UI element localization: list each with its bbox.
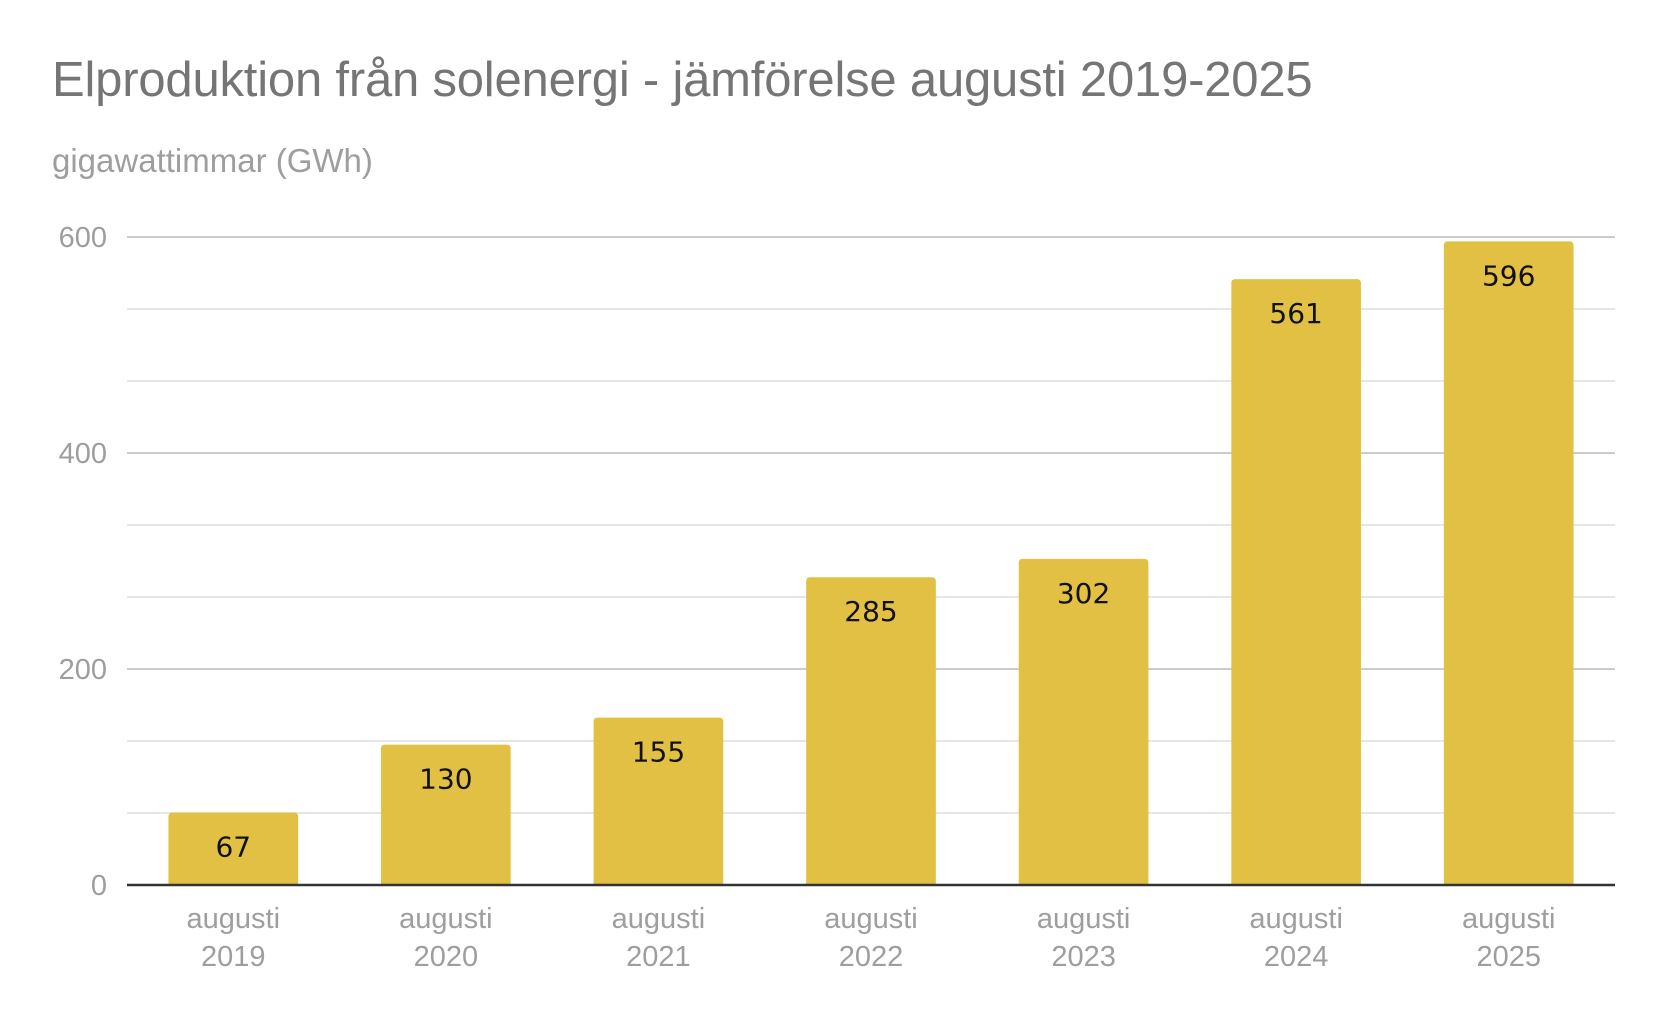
- data-label: 130: [419, 763, 472, 796]
- x-tick-label: augusti: [612, 903, 706, 935]
- x-tick-label: augusti: [1462, 903, 1556, 935]
- x-tick-label: 2022: [839, 941, 904, 973]
- x-tick-label: 2020: [414, 941, 479, 973]
- data-label: 285: [844, 595, 897, 628]
- y-tick-label: 400: [59, 438, 107, 470]
- x-tick-label: augusti: [399, 903, 493, 935]
- chart-subtitle: gigawattimmar (GWh): [52, 142, 373, 179]
- x-tick-label: 2019: [201, 941, 266, 973]
- x-tick-label: augusti: [1037, 903, 1131, 935]
- data-label: 302: [1057, 577, 1110, 610]
- x-tick-label: 2023: [1051, 941, 1116, 973]
- bar: [168, 812, 299, 885]
- x-tick-label: 2025: [1476, 941, 1541, 973]
- y-tick-label: 200: [59, 654, 107, 686]
- data-label: 67: [215, 831, 251, 864]
- x-tick-label: augusti: [187, 903, 281, 935]
- y-tick-label: 0: [91, 870, 107, 902]
- data-label: 561: [1269, 297, 1322, 330]
- bar: [1443, 241, 1574, 885]
- x-tick-label: augusti: [1249, 903, 1343, 935]
- bar: [1231, 279, 1361, 885]
- chart-title: Elproduktion från solenergi - jämförelse…: [52, 53, 1313, 107]
- x-tick-label: 2021: [626, 941, 691, 973]
- bar: [1018, 558, 1149, 885]
- bar: [806, 577, 936, 885]
- data-label: 596: [1482, 259, 1535, 292]
- y-tick-label: 600: [59, 222, 107, 254]
- bar: [593, 717, 724, 885]
- x-tick-label: augusti: [824, 903, 918, 935]
- x-tick-label: 2024: [1264, 941, 1329, 973]
- data-label: 155: [632, 736, 685, 769]
- bar: [381, 744, 511, 885]
